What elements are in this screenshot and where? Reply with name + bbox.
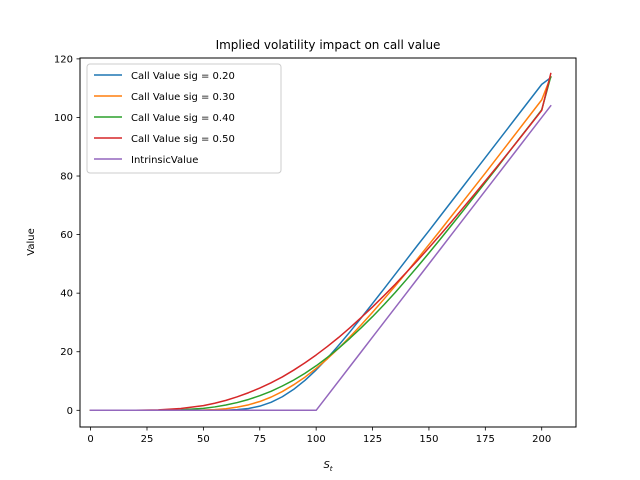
x-tick-label: 125 xyxy=(363,434,382,445)
x-axis-label-subscript: t xyxy=(330,465,333,473)
legend-label-3: Call Value sig = 0.50 xyxy=(131,134,235,145)
x-axis: 0 25 50 75 100 125 150 175 200 xyxy=(87,427,551,445)
y-tick-label: 20 xyxy=(60,347,73,358)
legend-label-2: Call Value sig = 0.40 xyxy=(131,113,235,124)
x-tick-label: 50 xyxy=(197,434,210,445)
x-tick-label: 0 xyxy=(87,434,93,445)
legend: Call Value sig = 0.20 Call Value sig = 0.… xyxy=(86,63,282,174)
y-tick-label: 60 xyxy=(60,230,73,241)
x-tick-label: 200 xyxy=(532,434,551,445)
y-tick-label: 40 xyxy=(60,289,73,300)
legend-box xyxy=(86,63,282,174)
x-axis-label: St xyxy=(323,460,332,473)
legend-label-0: Call Value sig = 0.20 xyxy=(131,71,235,82)
legend-label-4: IntrinsicValue xyxy=(131,155,198,166)
y-axis-label: Value xyxy=(26,228,37,255)
y-axis: 0 20 40 60 80 100 120 xyxy=(54,54,80,417)
y-tick-label: 120 xyxy=(54,54,73,65)
x-tick-label: 150 xyxy=(419,434,438,445)
x-tick-label: 100 xyxy=(307,434,326,445)
y-tick-label: 80 xyxy=(60,172,73,183)
series-line-3 xyxy=(89,72,552,412)
x-axis-label-main: S xyxy=(323,460,330,471)
plot-lines xyxy=(89,72,552,412)
x-tick-label: 175 xyxy=(476,434,495,445)
x-tick-label: 25 xyxy=(141,434,154,445)
y-tick-label: 0 xyxy=(67,406,73,417)
series-line-4 xyxy=(89,104,552,412)
legend-label-1: Call Value sig = 0.30 xyxy=(131,92,235,103)
series-line-2 xyxy=(89,75,552,412)
x-tick-label: 75 xyxy=(253,434,266,445)
y-tick-label: 100 xyxy=(54,113,73,124)
chart-title: Implied volatility impact on call value xyxy=(216,38,441,52)
plot-frame xyxy=(79,57,577,428)
